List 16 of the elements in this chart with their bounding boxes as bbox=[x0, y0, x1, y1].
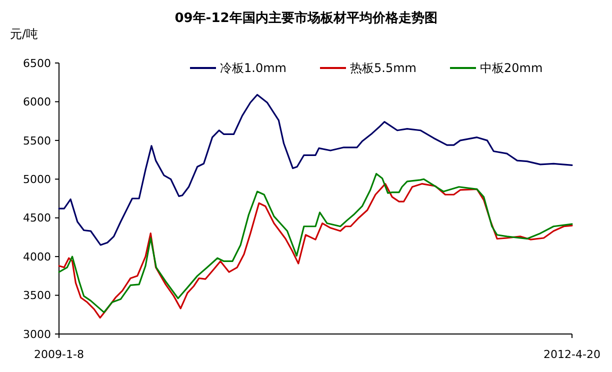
y-tick-label: 6500 bbox=[23, 56, 51, 70]
y-tick-label: 3500 bbox=[23, 289, 51, 302]
y-tick-label: 4000 bbox=[23, 250, 51, 264]
y-tick-label: 5500 bbox=[23, 134, 51, 148]
x-tick-label: 2012-4-20 bbox=[544, 348, 600, 361]
legend-label: 热板5.5mm bbox=[350, 61, 416, 76]
legend-label: 冷板1.0mm bbox=[220, 61, 286, 76]
x-tick-label: 2009-1-8 bbox=[34, 348, 84, 361]
y-tick-label: 4500 bbox=[23, 212, 51, 225]
y-tick-label: 6000 bbox=[23, 96, 51, 109]
legend-label: 中板20mm bbox=[480, 61, 543, 76]
y-axis-title: 元/吨 bbox=[10, 27, 38, 41]
line-series bbox=[58, 94, 573, 246]
y-tick-label: 3000 bbox=[23, 328, 51, 341]
y-tick-label: 5000 bbox=[23, 172, 51, 186]
chart-title: 09年-12年国内主要市场板材平均价格走势图 bbox=[174, 10, 438, 26]
